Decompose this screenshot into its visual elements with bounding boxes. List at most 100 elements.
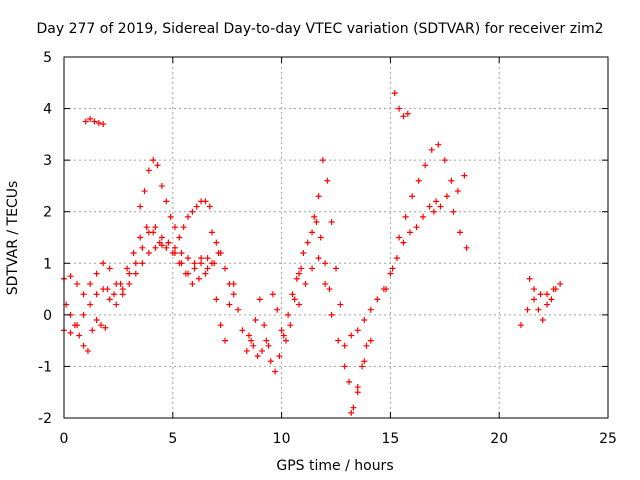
data-point	[191, 260, 198, 267]
data-point	[202, 270, 209, 277]
data-point	[280, 332, 287, 339]
data-point	[291, 296, 298, 303]
series-track-c	[63, 301, 109, 354]
data-point	[363, 342, 370, 349]
series-track-a	[61, 224, 211, 298]
data-point	[374, 296, 381, 303]
y-tick-label: 5	[43, 50, 52, 66]
data-point	[126, 270, 133, 277]
series-track-j	[269, 219, 333, 344]
data-point	[178, 249, 185, 256]
data-point	[409, 193, 416, 200]
data-point	[84, 347, 91, 354]
data-point	[198, 255, 205, 262]
series-track-l	[296, 255, 374, 416]
x-tick-label: 5	[168, 431, 177, 447]
tick-layer: 0 5 10 15 20 25 -2 -1 0 1 2 3 4 5	[38, 50, 617, 447]
data-point	[354, 327, 361, 334]
data-point	[322, 260, 329, 267]
data-point	[67, 329, 74, 336]
data-point	[367, 337, 374, 344]
data-point	[97, 322, 104, 329]
data-point	[317, 234, 324, 241]
data-point	[95, 120, 102, 127]
data-point	[67, 273, 74, 280]
data-point	[104, 286, 111, 293]
x-tick-label: 15	[381, 431, 399, 447]
data-point	[296, 270, 303, 277]
data-point	[102, 324, 109, 331]
data-point	[87, 280, 94, 287]
series-track-o	[391, 90, 411, 120]
data-point	[557, 280, 564, 287]
data-point	[422, 162, 429, 169]
data-point	[341, 342, 348, 349]
data-point	[315, 193, 322, 200]
data-point	[139, 260, 146, 267]
data-point	[361, 317, 368, 324]
data-point	[413, 224, 420, 231]
data-point	[230, 280, 237, 287]
data-point	[202, 198, 209, 205]
data-point	[396, 105, 403, 112]
data-point	[406, 229, 413, 236]
data-point	[198, 260, 205, 267]
data-point	[185, 255, 192, 262]
data-point	[213, 239, 220, 246]
data-point	[531, 296, 538, 303]
series-track-f	[104, 224, 222, 298]
data-point	[171, 224, 178, 231]
data-point	[539, 317, 546, 324]
data-point	[335, 337, 342, 344]
data-point	[217, 249, 224, 256]
data-point	[289, 291, 296, 298]
data-point	[328, 219, 335, 226]
data-point	[137, 203, 144, 210]
data-point	[93, 291, 100, 298]
series-track-d	[82, 115, 107, 128]
data-point	[285, 311, 292, 318]
data-point	[71, 322, 78, 329]
data-point	[389, 265, 396, 272]
data-point	[141, 188, 148, 195]
data-point	[287, 322, 294, 329]
y-tick-label: -1	[38, 359, 52, 375]
data-point	[213, 296, 220, 303]
chart-title: Day 277 of 2019, Sidereal Day-to-day VTE…	[37, 21, 604, 37]
data-point	[322, 280, 329, 287]
data-point	[300, 249, 307, 256]
data-point	[333, 265, 339, 272]
data-point	[267, 358, 274, 365]
data-point	[171, 244, 178, 251]
data-point	[150, 157, 157, 164]
data-point	[552, 286, 559, 293]
data-point	[137, 234, 144, 241]
data-point	[93, 270, 100, 277]
data-point	[158, 182, 165, 189]
data-point	[250, 342, 257, 349]
data-point	[74, 280, 81, 287]
data-point	[435, 141, 442, 148]
data-point	[396, 234, 403, 241]
data-point	[315, 255, 322, 262]
data-point	[367, 306, 374, 313]
data-point	[191, 265, 198, 272]
data-point	[304, 239, 311, 246]
data-point	[126, 280, 133, 287]
data-point	[243, 347, 250, 354]
data-point	[443, 193, 450, 200]
series-track-r	[526, 275, 559, 324]
data-point	[272, 368, 279, 375]
y-tick-label: 1	[43, 256, 52, 272]
data-point	[450, 208, 457, 215]
data-point	[189, 208, 196, 215]
data-point	[93, 317, 100, 324]
data-point	[139, 244, 146, 251]
data-point	[361, 358, 368, 365]
data-point	[145, 167, 152, 174]
data-point	[152, 244, 159, 251]
data-point	[428, 146, 435, 153]
data-point	[430, 208, 437, 215]
data-point	[245, 332, 252, 339]
data-point	[106, 296, 113, 303]
